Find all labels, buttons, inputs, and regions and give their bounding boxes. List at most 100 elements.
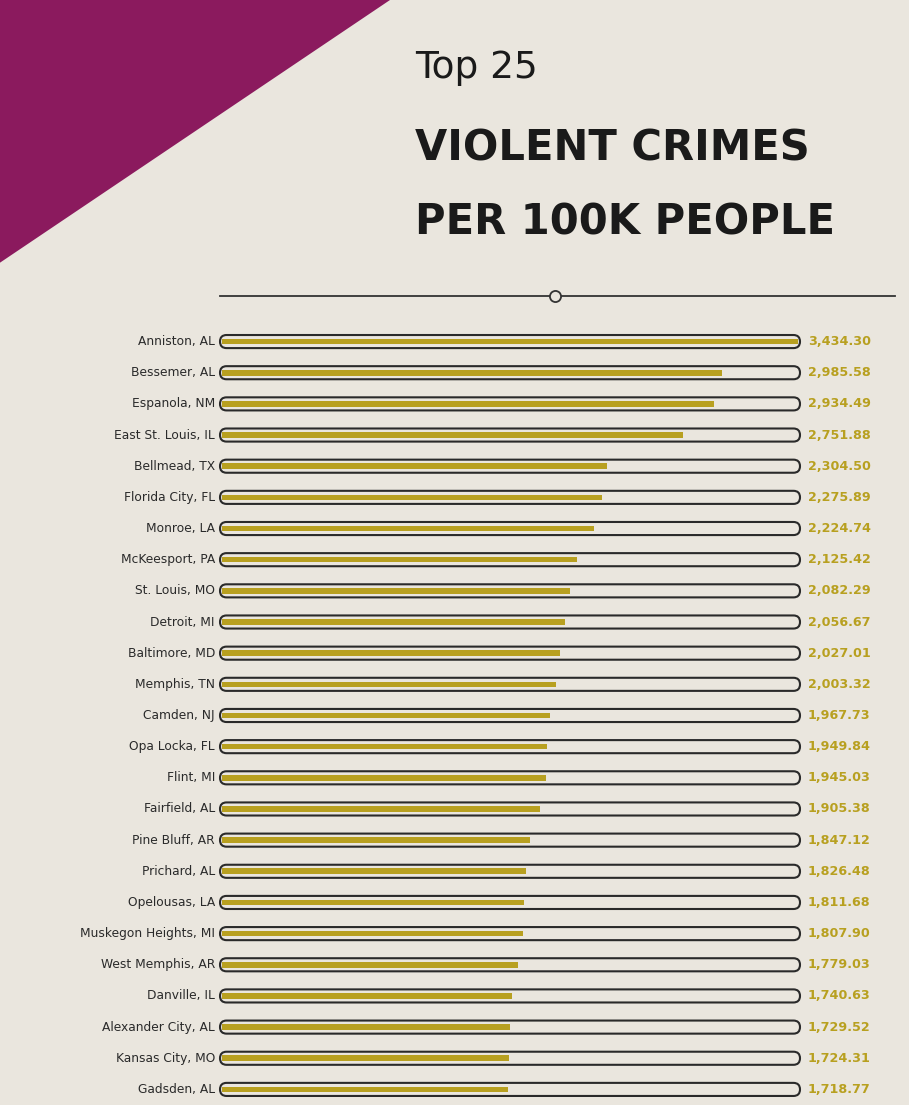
FancyBboxPatch shape	[220, 709, 800, 722]
FancyBboxPatch shape	[222, 619, 565, 624]
Text: 2,751.88: 2,751.88	[808, 429, 871, 442]
FancyBboxPatch shape	[222, 1024, 510, 1030]
Text: 2,056.67: 2,056.67	[808, 615, 871, 629]
Text: West Memphis, AR: West Memphis, AR	[101, 958, 215, 971]
FancyBboxPatch shape	[220, 491, 800, 504]
Text: 1,847.12: 1,847.12	[808, 833, 871, 846]
FancyBboxPatch shape	[222, 807, 540, 812]
FancyBboxPatch shape	[220, 833, 800, 846]
Text: 1,724.31: 1,724.31	[808, 1052, 871, 1065]
Text: Gadsden, AL: Gadsden, AL	[138, 1083, 215, 1096]
FancyBboxPatch shape	[220, 585, 800, 598]
Text: Florida City, FL: Florida City, FL	[124, 491, 215, 504]
FancyBboxPatch shape	[220, 554, 800, 566]
Text: 2,985.58: 2,985.58	[808, 366, 871, 379]
FancyBboxPatch shape	[220, 958, 800, 971]
FancyBboxPatch shape	[222, 432, 683, 438]
Text: Detroit, MI: Detroit, MI	[151, 615, 215, 629]
FancyBboxPatch shape	[222, 1055, 509, 1061]
FancyBboxPatch shape	[222, 838, 530, 843]
FancyBboxPatch shape	[222, 930, 524, 936]
FancyBboxPatch shape	[222, 713, 550, 718]
Text: 2,125.42: 2,125.42	[808, 554, 871, 566]
FancyBboxPatch shape	[222, 526, 594, 532]
Text: Espanola, NM: Espanola, NM	[132, 398, 215, 410]
FancyBboxPatch shape	[220, 366, 800, 379]
Text: Anniston, AL: Anniston, AL	[138, 335, 215, 348]
Text: East St. Louis, IL: East St. Louis, IL	[115, 429, 215, 442]
FancyBboxPatch shape	[220, 646, 800, 660]
Text: Memphis, TN: Memphis, TN	[135, 677, 215, 691]
FancyBboxPatch shape	[220, 989, 800, 1002]
FancyBboxPatch shape	[222, 401, 714, 407]
Text: Prichard, AL: Prichard, AL	[142, 865, 215, 877]
Text: 1,779.03: 1,779.03	[808, 958, 871, 971]
Text: 1,807.90: 1,807.90	[808, 927, 871, 940]
FancyBboxPatch shape	[222, 463, 607, 469]
FancyBboxPatch shape	[220, 865, 800, 877]
FancyBboxPatch shape	[220, 615, 800, 629]
Text: 1,811.68: 1,811.68	[808, 896, 871, 909]
Text: Baltimore, MD: Baltimore, MD	[127, 646, 215, 660]
Text: 1,967.73: 1,967.73	[808, 709, 871, 722]
FancyBboxPatch shape	[222, 744, 547, 749]
FancyBboxPatch shape	[222, 557, 577, 562]
Text: Opelousas, LA: Opelousas, LA	[128, 896, 215, 909]
Text: Flint, MI: Flint, MI	[166, 771, 215, 785]
FancyBboxPatch shape	[220, 429, 800, 442]
Text: Muskegon Heights, MI: Muskegon Heights, MI	[80, 927, 215, 940]
FancyBboxPatch shape	[220, 677, 800, 691]
Text: 1,949.84: 1,949.84	[808, 740, 871, 754]
Text: McKeesport, PA: McKeesport, PA	[121, 554, 215, 566]
FancyBboxPatch shape	[220, 1021, 800, 1033]
Text: Top 25: Top 25	[415, 50, 538, 85]
Text: VIOLENT CRIMES: VIOLENT CRIMES	[415, 128, 810, 170]
FancyBboxPatch shape	[222, 682, 556, 687]
Text: 2,224.74: 2,224.74	[808, 522, 871, 535]
FancyBboxPatch shape	[222, 651, 560, 656]
FancyBboxPatch shape	[222, 962, 518, 968]
FancyBboxPatch shape	[220, 896, 800, 909]
Text: 1,729.52: 1,729.52	[808, 1021, 871, 1033]
FancyBboxPatch shape	[220, 522, 800, 535]
FancyBboxPatch shape	[222, 588, 570, 593]
FancyBboxPatch shape	[222, 339, 798, 345]
Text: Opa Locka, FL: Opa Locka, FL	[129, 740, 215, 754]
Text: St. Louis, MO: St. Louis, MO	[135, 585, 215, 598]
FancyBboxPatch shape	[222, 775, 546, 780]
Text: Alexander City, AL: Alexander City, AL	[102, 1021, 215, 1033]
Text: 1,740.63: 1,740.63	[808, 989, 871, 1002]
Text: Monroe, LA: Monroe, LA	[146, 522, 215, 535]
Text: 2,027.01: 2,027.01	[808, 646, 871, 660]
Text: 1,905.38: 1,905.38	[808, 802, 871, 815]
Text: PER 100K PEOPLE: PER 100K PEOPLE	[415, 201, 835, 243]
FancyBboxPatch shape	[220, 802, 800, 815]
Text: Danville, IL: Danville, IL	[147, 989, 215, 1002]
FancyBboxPatch shape	[220, 771, 800, 785]
Text: 2,082.29: 2,082.29	[808, 585, 871, 598]
Polygon shape	[0, 0, 390, 263]
FancyBboxPatch shape	[222, 495, 603, 501]
Text: Bessemer, AL: Bessemer, AL	[131, 366, 215, 379]
FancyBboxPatch shape	[222, 993, 512, 999]
FancyBboxPatch shape	[220, 398, 800, 410]
Text: 2,934.49: 2,934.49	[808, 398, 871, 410]
Text: 2,003.32: 2,003.32	[808, 677, 871, 691]
FancyBboxPatch shape	[222, 1086, 508, 1092]
FancyBboxPatch shape	[222, 869, 526, 874]
FancyBboxPatch shape	[220, 335, 800, 348]
Text: 1,945.03: 1,945.03	[808, 771, 871, 785]
FancyBboxPatch shape	[220, 1083, 800, 1096]
Text: 3,434.30: 3,434.30	[808, 335, 871, 348]
Text: Bellmead, TX: Bellmead, TX	[134, 460, 215, 473]
FancyBboxPatch shape	[222, 370, 723, 376]
Text: 2,275.89: 2,275.89	[808, 491, 871, 504]
FancyBboxPatch shape	[220, 927, 800, 940]
Text: Kansas City, MO: Kansas City, MO	[115, 1052, 215, 1065]
FancyBboxPatch shape	[222, 899, 524, 905]
FancyBboxPatch shape	[220, 740, 800, 754]
FancyBboxPatch shape	[220, 1052, 800, 1065]
FancyBboxPatch shape	[220, 460, 800, 473]
Text: Pine Bluff, AR: Pine Bluff, AR	[133, 833, 215, 846]
Text: 1,826.48: 1,826.48	[808, 865, 871, 877]
